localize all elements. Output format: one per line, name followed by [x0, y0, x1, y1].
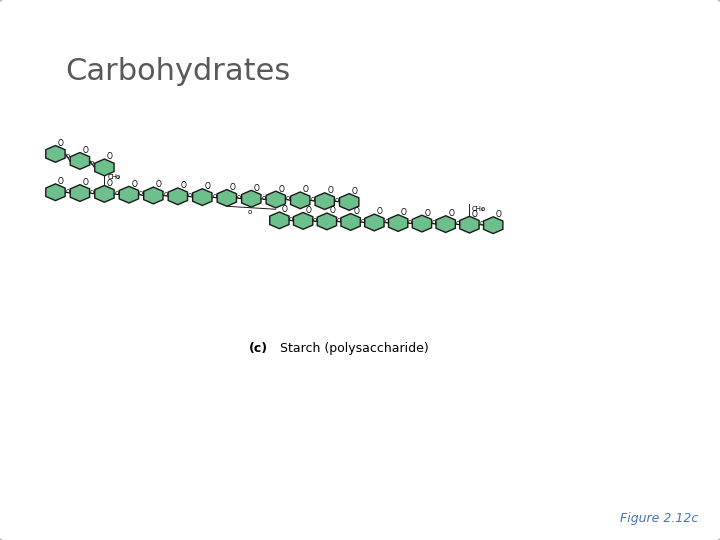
- Text: o: o: [66, 153, 70, 159]
- Text: O: O: [181, 181, 186, 190]
- Text: O: O: [58, 139, 64, 148]
- Text: O: O: [449, 209, 454, 218]
- Text: (c): (c): [248, 342, 268, 355]
- Text: O: O: [282, 205, 288, 214]
- Text: CH₂: CH₂: [107, 174, 120, 180]
- Text: o: o: [115, 174, 120, 180]
- Text: O: O: [230, 183, 235, 192]
- Text: o: o: [163, 191, 168, 197]
- Polygon shape: [144, 187, 163, 204]
- Text: o: o: [313, 217, 317, 222]
- Text: O: O: [254, 184, 260, 193]
- Polygon shape: [193, 189, 212, 205]
- Polygon shape: [389, 215, 408, 231]
- Polygon shape: [484, 217, 503, 233]
- Text: o: o: [361, 218, 364, 224]
- Text: O: O: [279, 185, 284, 193]
- Text: o: o: [114, 190, 119, 195]
- Text: CH₂: CH₂: [472, 206, 485, 212]
- Polygon shape: [460, 217, 479, 233]
- Text: O: O: [156, 180, 162, 190]
- Text: O: O: [330, 206, 336, 215]
- Polygon shape: [46, 184, 65, 200]
- Text: O: O: [328, 186, 333, 195]
- Polygon shape: [340, 194, 359, 210]
- Polygon shape: [270, 212, 289, 229]
- Text: o: o: [432, 219, 436, 225]
- Text: o: o: [456, 220, 459, 226]
- Polygon shape: [294, 213, 312, 229]
- Text: O: O: [58, 177, 64, 186]
- Text: o: o: [310, 196, 315, 202]
- Text: o: o: [261, 194, 266, 200]
- Text: O: O: [472, 210, 478, 219]
- Text: o: o: [337, 217, 341, 223]
- Text: O: O: [352, 187, 358, 196]
- Text: O: O: [303, 185, 309, 194]
- Text: o: o: [289, 216, 293, 222]
- Polygon shape: [318, 213, 336, 230]
- Text: o: o: [408, 219, 412, 225]
- Polygon shape: [315, 193, 334, 210]
- Polygon shape: [95, 186, 114, 202]
- Text: O: O: [132, 180, 138, 188]
- Polygon shape: [365, 214, 384, 231]
- Text: o: o: [90, 159, 94, 166]
- Text: o: o: [286, 195, 290, 201]
- Polygon shape: [71, 185, 89, 201]
- Polygon shape: [46, 146, 65, 162]
- Polygon shape: [291, 192, 310, 208]
- Text: O: O: [107, 179, 113, 188]
- Text: o: o: [90, 189, 94, 195]
- Text: o: o: [188, 192, 192, 198]
- Polygon shape: [436, 215, 455, 232]
- Text: O: O: [107, 152, 113, 161]
- Polygon shape: [120, 186, 138, 203]
- Text: O: O: [83, 178, 89, 187]
- Text: O: O: [205, 182, 211, 191]
- Polygon shape: [341, 214, 360, 230]
- Polygon shape: [95, 159, 114, 176]
- Text: O: O: [377, 207, 383, 217]
- Text: o: o: [237, 194, 241, 200]
- Polygon shape: [266, 191, 285, 208]
- Text: o: o: [248, 209, 251, 215]
- Polygon shape: [217, 190, 236, 206]
- Text: O: O: [306, 206, 312, 215]
- Polygon shape: [168, 188, 187, 205]
- Text: o: o: [384, 218, 388, 224]
- Text: o: o: [335, 197, 339, 203]
- Text: O: O: [354, 207, 359, 216]
- Text: Starch (polysaccharide): Starch (polysaccharide): [276, 342, 428, 355]
- Text: o: o: [66, 188, 70, 194]
- Text: Figure 2.12c: Figure 2.12c: [620, 512, 698, 525]
- Text: O: O: [401, 208, 407, 217]
- Text: O: O: [496, 210, 502, 219]
- Polygon shape: [413, 215, 431, 232]
- Text: o: o: [139, 191, 143, 197]
- Text: O: O: [425, 208, 431, 218]
- Polygon shape: [242, 191, 261, 207]
- Text: Carbohydrates: Carbohydrates: [65, 57, 290, 86]
- Text: o: o: [480, 206, 485, 212]
- Text: o: o: [212, 193, 217, 199]
- Text: O: O: [83, 146, 89, 155]
- Polygon shape: [71, 153, 89, 170]
- Text: o: o: [480, 220, 483, 226]
